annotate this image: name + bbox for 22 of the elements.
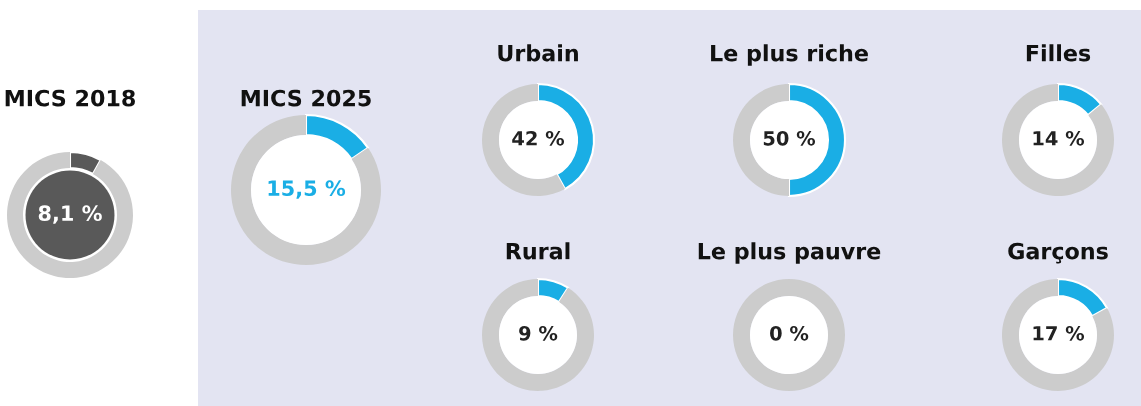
text: 0 %: [770, 325, 809, 341]
donut-slice: [1002, 279, 1114, 391]
data-label: 9 %: [519, 325, 558, 341]
chart-title: Garçons: [1008, 242, 1108, 264]
chart-title: Le plus pauvre: [698, 242, 881, 264]
chart-title: Le plus riche: [711, 44, 868, 66]
data-label: 8,1 %: [38, 205, 102, 224]
donut-slice: [231, 115, 381, 265]
donut-slice: [482, 279, 594, 391]
donut-slice: [7, 152, 133, 278]
chart-title: MICS 2018: [5, 89, 135, 107]
donut-slice: [1002, 84, 1114, 196]
data-label: 42 %: [512, 130, 565, 146]
data-label: 50 %: [763, 130, 816, 146]
donut-slice: [482, 84, 565, 196]
chart-title: Filles: [1026, 44, 1091, 62]
data-label: 14 %: [1033, 130, 1085, 146]
data-label: 15,5 %: [268, 180, 346, 199]
chart-title: Urbain: [498, 44, 578, 62]
chart-title: Rural: [506, 242, 570, 260]
data-label: 17 %: [1033, 325, 1085, 341]
chart-title: MICS 2025: [241, 89, 371, 107]
